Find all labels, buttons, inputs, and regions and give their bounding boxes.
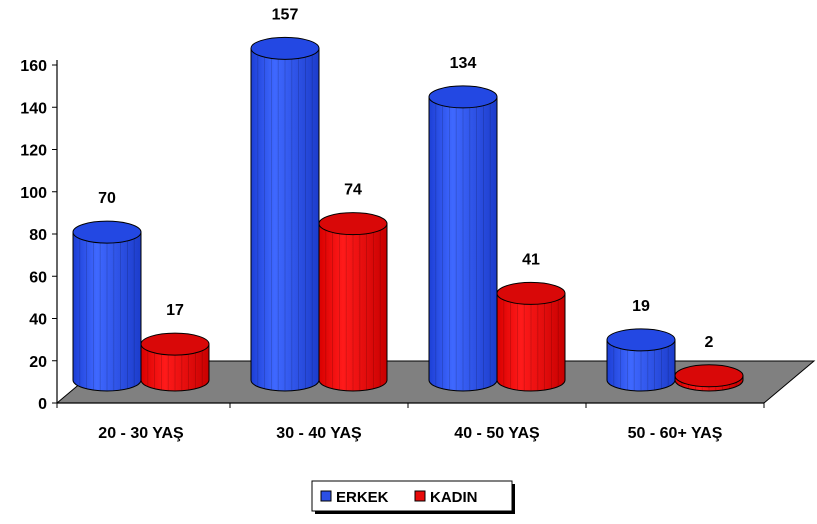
bar-kadin-40-50-ya [496,281,566,392]
bar-body [428,96,498,392]
x-tick-label-40-50-ya: 40 - 50 YAŞ [454,425,540,442]
bar-top [674,364,744,388]
bar-body [250,47,320,392]
data-label-erkek-30-40-ya: 157 [272,6,299,23]
bar-body [496,292,566,392]
bar-kadin-30-40-ya [318,212,388,392]
bar-erkek-30-40-ya [250,36,320,392]
y-tick-label: 140 [20,100,47,117]
bar-top [318,212,388,236]
x-tick-label-50-60-ya: 50 - 60+ YAŞ [628,425,723,442]
data-label-kadin-40-50-ya: 41 [522,251,540,268]
x-tick-label-30-40-ya: 30 - 40 YAŞ [276,425,362,442]
legend-swatch-kadin [414,490,426,502]
data-label-erkek-50-60-ya: 19 [632,298,650,315]
data-label-erkek-20-30-ya: 70 [98,190,116,207]
bar-top [72,220,142,244]
bar-kadin-50-60-ya [674,364,744,392]
x-tick-label-20-30-ya: 20 - 30 YAŞ [98,425,184,442]
bar-top [606,328,676,352]
bar-top [428,85,498,109]
data-labels: 70 157 134 19 17 74 41 2 [98,6,713,350]
legend-label-kadin: KADIN [430,489,478,506]
data-label-kadin-50-60-ya: 2 [705,334,714,351]
bar-erkek-40-50-ya [428,85,498,392]
bar-body [140,343,210,392]
axes: 0 20 40 60 80 100 120 140 160 20 - 30 YAŞ 30 - 40 … [20,58,765,442]
bar-top [140,332,210,356]
y-tick-label: 40 [29,312,47,329]
bar-erkek-50-60-ya [606,328,676,392]
y-tick-label: 100 [20,185,47,202]
bar-kadin-20-30-ya [140,332,210,392]
bar-erkek-20-30-ya [72,220,142,392]
y-tick-label: 0 [38,396,47,413]
legend-label-erkek: ERKEK [336,489,389,506]
bar-body [72,231,142,392]
y-tick-label: 60 [29,269,47,286]
data-label-kadin-30-40-ya: 74 [344,182,362,199]
legend: ERKEK KADIN [311,480,515,514]
data-label-kadin-20-30-ya: 17 [166,302,184,319]
data-label-erkek-40-50-ya: 134 [450,55,477,72]
bars [72,36,744,392]
bar-body [606,339,676,392]
legend-swatch-erkek [320,490,332,502]
bar-top [496,281,566,305]
bar-body [318,223,388,392]
legend-box [311,480,513,512]
bar-top [250,36,320,60]
y-tick-label: 20 [29,354,47,371]
y-tick-label: 80 [29,227,47,244]
y-tick-label: 160 [20,58,47,75]
y-tick-label: 120 [20,143,47,160]
